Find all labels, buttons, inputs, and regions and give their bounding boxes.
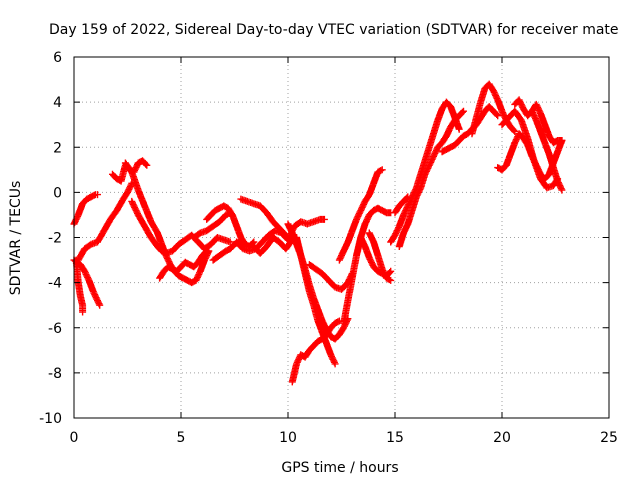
plus-markers — [528, 107, 566, 194]
data-series-s10 — [203, 202, 258, 250]
plus-markers — [391, 193, 412, 217]
plus-markers — [335, 166, 386, 264]
data-series-s20 — [340, 204, 395, 327]
x-tick-label: 25 — [600, 430, 618, 446]
data-series-s9 — [190, 209, 234, 241]
plus-markers — [387, 98, 463, 246]
data-series-s19 — [335, 166, 386, 264]
data-series-s27 — [468, 80, 519, 138]
plus-markers — [365, 229, 395, 284]
chart-title: Day 159 of 2022, Sidereal Day-to-day VTE… — [49, 22, 619, 38]
y-tick-label: 0 — [53, 185, 62, 201]
y-axis-label: SDTVAR / TECUs — [8, 181, 24, 296]
x-axis-label: GPS time / hours — [281, 460, 398, 476]
data-series-s14 — [250, 234, 296, 257]
plus-markers — [250, 234, 296, 257]
plus-markers — [395, 107, 467, 250]
plus-markers — [156, 247, 211, 282]
data-series-s1 — [70, 191, 101, 228]
plus-markers — [74, 179, 136, 264]
data-series-s4 — [74, 179, 136, 264]
y-tick-label: -4 — [48, 276, 62, 292]
plus-markers — [190, 209, 234, 241]
y-tick-label: 4 — [53, 95, 62, 111]
x-tick-label: 20 — [493, 430, 511, 446]
y-tick-label: -10 — [39, 411, 62, 427]
axes: 0 5 10 15 20 25 -10 -8 -6 -4 -2 0 2 4 6 — [39, 50, 618, 446]
y-tick-label: -6 — [48, 321, 62, 337]
data-series-s13 — [233, 215, 328, 255]
data-series-s30 — [498, 107, 562, 192]
data-series-s24 — [395, 107, 467, 250]
plus-markers — [498, 107, 562, 192]
x-tick-label: 0 — [70, 430, 79, 446]
x-tick-label: 15 — [386, 430, 404, 446]
x-tick-label: 10 — [279, 430, 297, 446]
y-tick-label: -8 — [48, 366, 62, 382]
data-markers — [70, 80, 566, 386]
y-tick-label: 2 — [53, 140, 62, 156]
data-series-s25 — [391, 193, 412, 217]
plus-markers — [288, 317, 343, 386]
plus-markers — [70, 191, 101, 228]
plus-markers — [468, 80, 519, 138]
data-series-s23 — [387, 98, 463, 246]
plus-markers — [203, 202, 258, 250]
data-series-s22 — [365, 229, 395, 284]
data-series-s17 — [288, 317, 343, 386]
x-tick-label: 5 — [177, 430, 186, 446]
plus-markers — [233, 215, 328, 255]
data-series-s31 — [528, 107, 566, 194]
plus-markers — [340, 204, 395, 327]
y-tick-label: -2 — [48, 231, 62, 247]
y-tick-label: 6 — [53, 50, 62, 66]
data-series-s8 — [156, 247, 211, 282]
